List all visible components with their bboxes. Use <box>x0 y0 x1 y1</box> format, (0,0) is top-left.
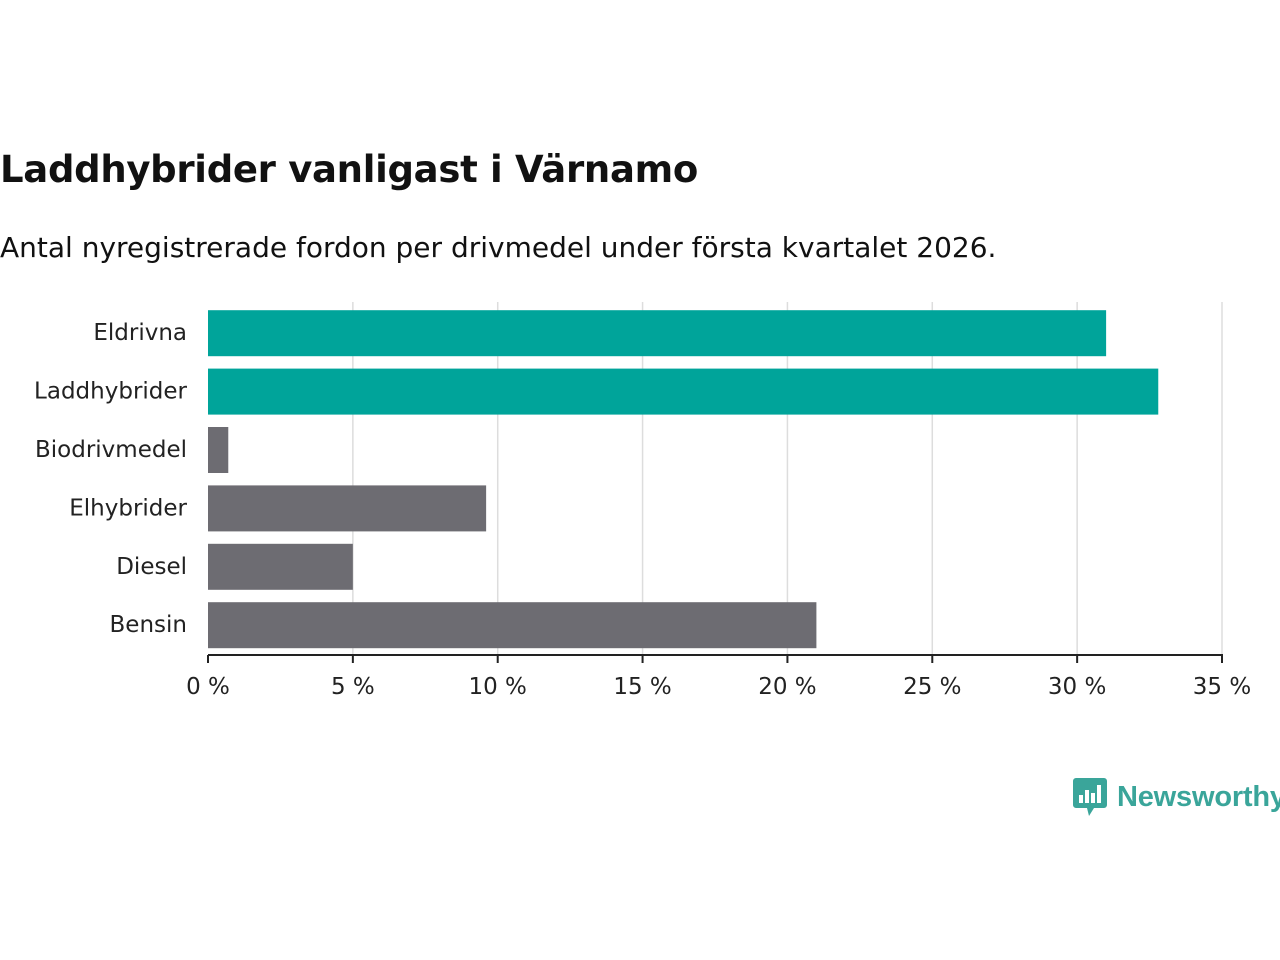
brand-name: Newsworthy <box>1117 781 1280 813</box>
category-label: Eldrivna <box>93 320 187 346</box>
x-tick-label: 10 % <box>468 674 526 700</box>
category-label: Laddhybrider <box>34 379 187 405</box>
category-label: Bensin <box>110 612 187 638</box>
bar <box>208 368 1159 415</box>
x-tick-label: 30 % <box>1048 674 1106 700</box>
brand-logo[interactable]: Newsworthy <box>1072 776 1280 818</box>
bar <box>208 427 229 473</box>
x-tick-label: 35 % <box>1193 674 1251 700</box>
bar <box>208 602 817 649</box>
bar-chart-speech-bubble-icon <box>1073 778 1107 816</box>
bar <box>208 485 487 532</box>
bar <box>208 310 1107 357</box>
bar <box>208 543 353 590</box>
x-tick-label: 25 % <box>903 674 961 700</box>
category-label: Diesel <box>116 554 187 580</box>
x-tick-label: 20 % <box>758 674 816 700</box>
x-tick-label: 15 % <box>613 674 671 700</box>
category-label: Elhybrider <box>69 495 187 521</box>
x-tick-label: 5 % <box>331 674 375 700</box>
x-tick-label: 0 % <box>186 674 230 700</box>
chart-title: Laddhybrider vanligast i Värnamo <box>0 148 699 191</box>
category-label: Biodrivmedel <box>35 437 187 463</box>
chart-subtitle: Antal nyregistrerade fordon per drivmede… <box>0 231 997 264</box>
